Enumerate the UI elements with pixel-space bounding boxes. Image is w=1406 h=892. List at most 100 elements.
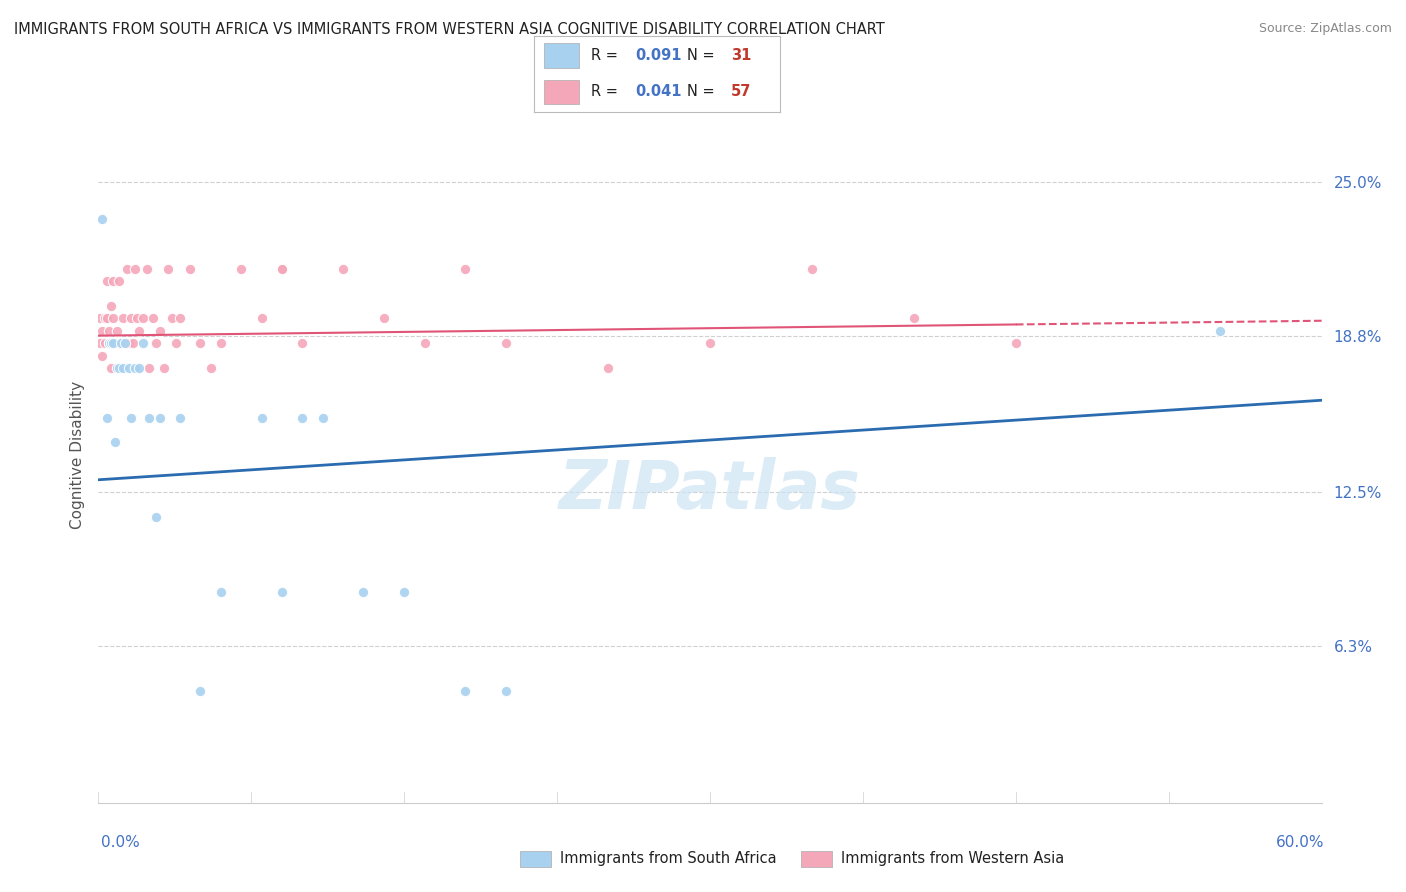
- Text: 0.041: 0.041: [636, 84, 682, 99]
- Point: [495, 684, 517, 698]
- Point: [454, 261, 477, 276]
- Text: 60.0%: 60.0%: [1277, 836, 1324, 850]
- Point: [128, 324, 150, 338]
- Point: [114, 336, 136, 351]
- Point: [91, 324, 114, 338]
- Point: [250, 410, 273, 425]
- Text: 57: 57: [731, 84, 751, 99]
- Bar: [544, 44, 579, 68]
- Point: [110, 336, 132, 351]
- Point: [209, 336, 232, 351]
- Point: [89, 336, 111, 351]
- Point: [96, 274, 118, 288]
- Text: 31: 31: [731, 48, 751, 63]
- Point: [101, 311, 124, 326]
- Point: [91, 211, 114, 226]
- Point: [160, 311, 183, 326]
- Point: [149, 410, 172, 425]
- Point: [120, 311, 142, 326]
- Point: [145, 510, 167, 524]
- Point: [128, 361, 150, 376]
- Point: [105, 361, 128, 376]
- Point: [165, 336, 187, 351]
- Point: [111, 311, 134, 326]
- Point: [101, 274, 124, 288]
- Point: [142, 311, 165, 326]
- Point: [495, 336, 517, 351]
- Point: [138, 410, 160, 425]
- Point: [392, 584, 416, 599]
- Point: [270, 584, 294, 599]
- Point: [312, 410, 335, 425]
- Point: [124, 361, 146, 376]
- Point: [801, 261, 824, 276]
- Point: [111, 361, 134, 376]
- Y-axis label: Cognitive Disability: Cognitive Disability: [69, 381, 84, 529]
- Point: [127, 311, 149, 326]
- Point: [179, 261, 201, 276]
- Point: [291, 336, 314, 351]
- Point: [108, 274, 131, 288]
- Text: ZIPatlas: ZIPatlas: [560, 457, 860, 523]
- Point: [108, 361, 131, 376]
- Point: [145, 336, 167, 351]
- Point: [250, 311, 273, 326]
- Point: [332, 261, 354, 276]
- Point: [373, 311, 395, 326]
- Point: [188, 684, 212, 698]
- Point: [118, 336, 141, 351]
- Point: [138, 361, 160, 376]
- Point: [149, 324, 172, 338]
- Point: [104, 435, 127, 450]
- Point: [100, 336, 122, 351]
- Point: [93, 311, 115, 326]
- Point: [100, 299, 122, 313]
- Point: [105, 324, 128, 338]
- Text: Source: ZipAtlas.com: Source: ZipAtlas.com: [1258, 22, 1392, 36]
- Text: Immigrants from Western Asia: Immigrants from Western Asia: [841, 852, 1064, 866]
- Point: [1209, 324, 1232, 338]
- Point: [97, 336, 120, 351]
- Point: [115, 261, 138, 276]
- Point: [124, 261, 146, 276]
- Point: [132, 311, 155, 326]
- Point: [291, 410, 314, 425]
- Point: [89, 311, 111, 326]
- Text: N =: N =: [686, 84, 718, 99]
- Point: [413, 336, 436, 351]
- Point: [114, 336, 136, 351]
- Point: [270, 261, 294, 276]
- Text: Immigrants from South Africa: Immigrants from South Africa: [560, 852, 776, 866]
- Point: [231, 261, 253, 276]
- Text: N =: N =: [686, 48, 718, 63]
- Point: [97, 324, 120, 338]
- Text: 0.091: 0.091: [636, 48, 682, 63]
- Point: [152, 361, 174, 376]
- Point: [91, 349, 114, 363]
- Point: [118, 361, 141, 376]
- Point: [110, 336, 132, 351]
- Text: R =: R =: [591, 48, 623, 63]
- Text: R =: R =: [591, 84, 623, 99]
- Point: [598, 361, 620, 376]
- Point: [96, 410, 118, 425]
- Bar: [544, 79, 579, 104]
- Point: [156, 261, 179, 276]
- Point: [132, 336, 155, 351]
- Point: [101, 336, 124, 351]
- Point: [136, 261, 159, 276]
- Point: [93, 336, 115, 351]
- Point: [169, 410, 191, 425]
- Text: IMMIGRANTS FROM SOUTH AFRICA VS IMMIGRANTS FROM WESTERN ASIA COGNITIVE DISABILIT: IMMIGRANTS FROM SOUTH AFRICA VS IMMIGRAN…: [14, 22, 884, 37]
- Point: [96, 311, 118, 326]
- Point: [209, 584, 232, 599]
- Point: [97, 336, 120, 351]
- Point: [270, 261, 294, 276]
- Point: [188, 336, 212, 351]
- Point: [200, 361, 222, 376]
- Point: [454, 684, 477, 698]
- Point: [1004, 336, 1026, 351]
- Text: 0.0%: 0.0%: [101, 836, 141, 850]
- Point: [352, 584, 374, 599]
- Point: [903, 311, 925, 326]
